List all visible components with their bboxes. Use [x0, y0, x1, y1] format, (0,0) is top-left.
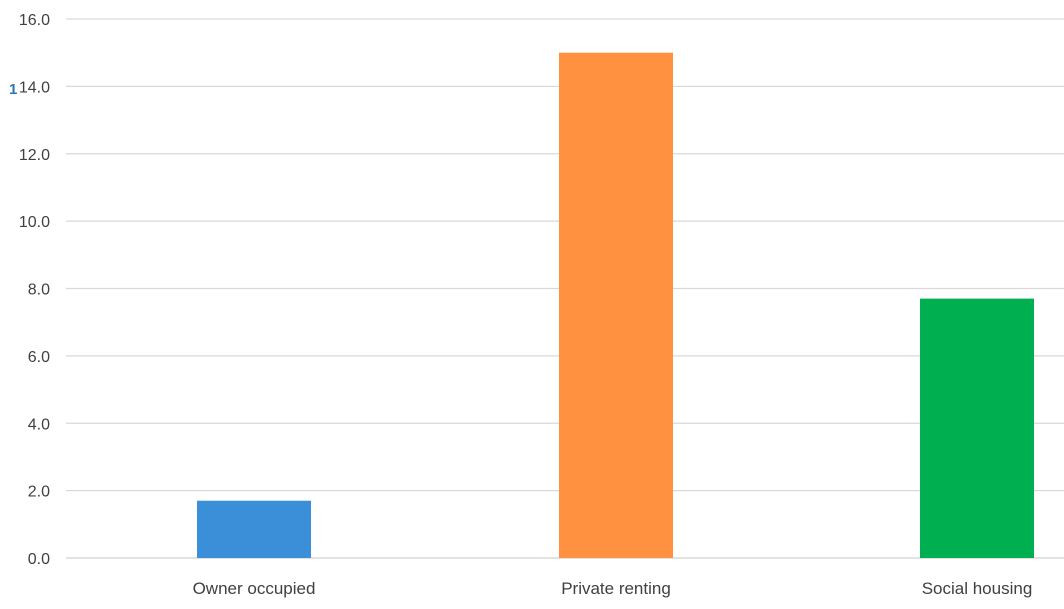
x-category-label: Social housing: [922, 579, 1033, 598]
y-tick-label: 4.0: [28, 416, 50, 433]
y-axis-tick-labels: 0.0 2.0 4.0 6.0 8.0 10.0 12.0 14.0 16.0: [19, 12, 50, 568]
y-tick-label: 6.0: [28, 349, 50, 366]
x-category-label: Owner occupied: [193, 579, 316, 598]
y-tick-label: 12.0: [19, 147, 50, 164]
y-tick-label: 8.0: [28, 282, 50, 299]
bars: [197, 52, 1034, 558]
x-category-label: Private renting: [561, 579, 671, 598]
y-tick-label: 10.0: [19, 214, 50, 231]
x-axis-category-labels: Owner occupied Private renting Social hous…: [193, 579, 1033, 598]
bar-owner-occupied: [197, 500, 311, 558]
stray-axis-mark: 1: [9, 81, 17, 98]
y-tick-label: 14.0: [19, 79, 50, 96]
bar-private-renting: [559, 52, 673, 558]
y-tick-label: 2.0: [28, 484, 50, 501]
bar-social-housing: [920, 298, 1034, 558]
y-tick-label: 16.0: [19, 12, 50, 29]
y-tick-label: 0.0: [28, 551, 50, 568]
